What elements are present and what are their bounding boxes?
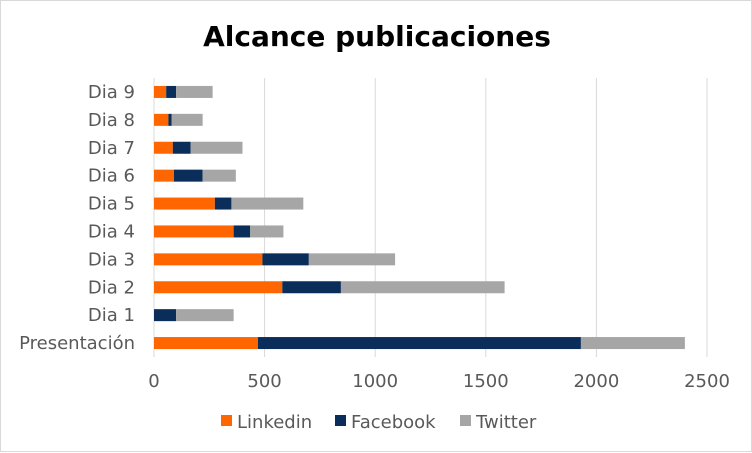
bar-twitter bbox=[250, 225, 284, 238]
bar-facebook bbox=[257, 337, 581, 350]
category-label: Dia 9 bbox=[88, 82, 135, 103]
bar-twitter bbox=[176, 309, 234, 322]
bar-linkedin bbox=[154, 197, 215, 210]
x-tick-label: 1500 bbox=[463, 371, 509, 392]
legend-swatch-facebook bbox=[335, 415, 346, 426]
bar-linkedin bbox=[154, 225, 234, 238]
category-label: Presentación bbox=[19, 333, 135, 354]
bar-linkedin bbox=[154, 281, 283, 294]
category-label: Dia 7 bbox=[88, 138, 135, 159]
legend-swatch-linkedin bbox=[221, 415, 232, 426]
legend-label-linkedin: Linkedin bbox=[237, 412, 312, 433]
bar-facebook bbox=[172, 141, 191, 154]
chart-title: Alcance publicaciones bbox=[203, 20, 551, 53]
legend-label-facebook: Facebook bbox=[351, 412, 436, 433]
category-label: Dia 6 bbox=[88, 166, 135, 187]
category-label: Dia 3 bbox=[88, 249, 135, 270]
x-tick-label: 2000 bbox=[573, 371, 619, 392]
legend-swatch-twitter bbox=[460, 415, 471, 426]
bar-linkedin bbox=[154, 85, 167, 98]
x-tick-label: 1000 bbox=[352, 371, 398, 392]
bar-facebook bbox=[214, 197, 232, 210]
bar-facebook bbox=[168, 113, 172, 126]
legend-label-twitter: Twitter bbox=[475, 412, 537, 433]
bar-facebook bbox=[282, 281, 341, 294]
category-label: Dia 5 bbox=[88, 194, 135, 215]
bar-twitter bbox=[176, 85, 213, 98]
category-label: Dia 4 bbox=[88, 221, 135, 242]
bar-facebook bbox=[166, 85, 177, 98]
bar-facebook bbox=[173, 169, 203, 182]
bar-twitter bbox=[190, 141, 243, 154]
bar-linkedin bbox=[154, 113, 169, 126]
bar-linkedin bbox=[154, 169, 174, 182]
bar-twitter bbox=[231, 197, 304, 210]
bar-facebook bbox=[154, 309, 177, 322]
bar-twitter bbox=[171, 113, 203, 126]
bar-twitter bbox=[340, 281, 505, 294]
bar-linkedin bbox=[154, 337, 258, 350]
bar-twitter bbox=[308, 253, 396, 266]
legend: Linkedin Facebook Twitter bbox=[221, 412, 537, 433]
bar-facebook bbox=[262, 253, 309, 266]
category-label: Dia 1 bbox=[88, 305, 135, 326]
bar-facebook bbox=[233, 225, 251, 238]
bar-linkedin bbox=[154, 141, 173, 154]
y-axis-categories: Presentación Dia 1 Dia 2 Dia 3 Dia 4 Dia 5 Dia… bbox=[19, 82, 135, 354]
x-tick-label: 500 bbox=[247, 371, 281, 392]
x-tick-label: 0 bbox=[148, 371, 159, 392]
bar-twitter bbox=[202, 169, 236, 182]
category-label: Dia 2 bbox=[88, 277, 135, 298]
bars bbox=[154, 85, 685, 350]
gridlines bbox=[153, 78, 708, 357]
category-label: Dia 8 bbox=[88, 110, 135, 131]
x-axis-ticks: 0 500 1000 1500 2000 2500 bbox=[148, 371, 730, 392]
bar-twitter bbox=[580, 337, 685, 350]
x-tick-label: 2500 bbox=[684, 371, 730, 392]
bar-linkedin bbox=[154, 253, 263, 266]
